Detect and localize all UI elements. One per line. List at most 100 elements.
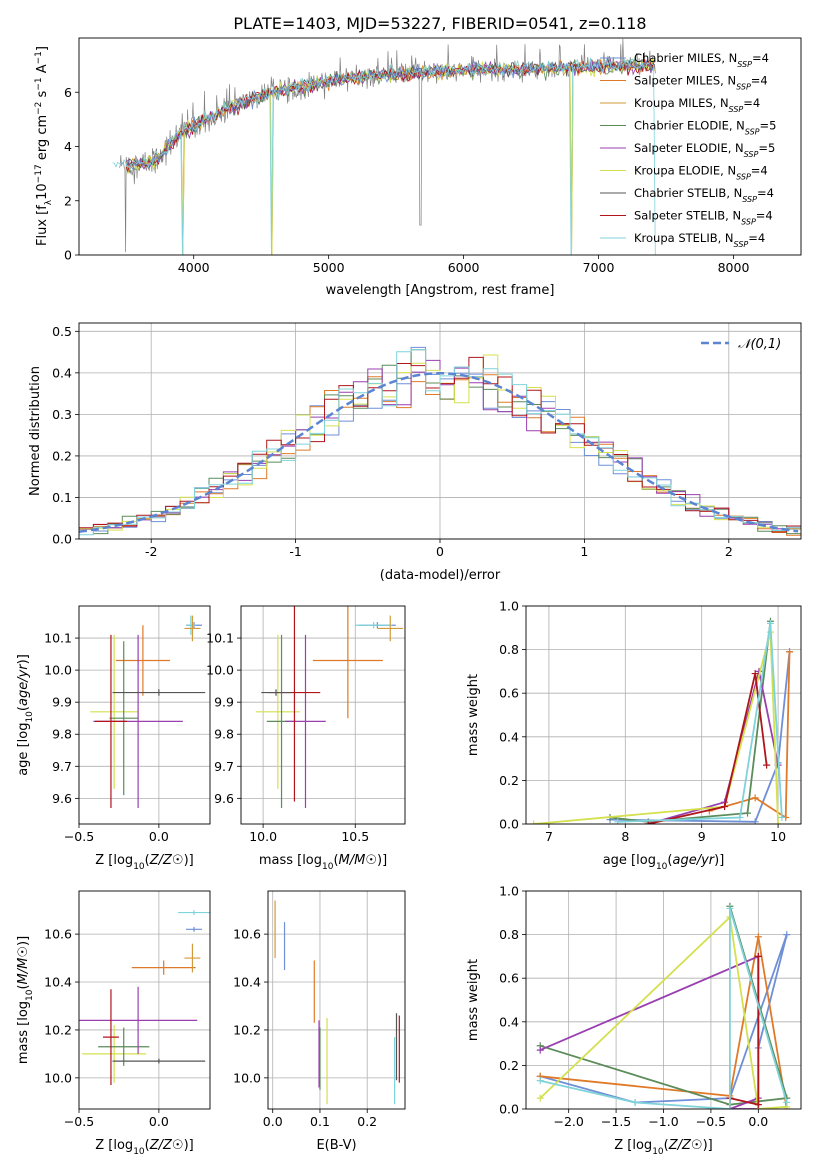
y-tick-label: 9.7 bbox=[214, 759, 234, 774]
x-tick-label: 10 bbox=[770, 829, 786, 844]
mass-weight-point bbox=[778, 813, 786, 821]
mass-weight-point bbox=[736, 813, 744, 821]
legend-entry: Chabrier STELIB, NSSP=4 bbox=[634, 186, 774, 204]
x-tick-label: −2.0 bbox=[553, 1114, 583, 1129]
x-tick-label: 6000 bbox=[448, 260, 480, 275]
x-axis-label: mass [log10(M/M☉)] bbox=[259, 853, 387, 872]
x-tick-label: 0.0 bbox=[748, 1114, 768, 1129]
mass-weight-point bbox=[536, 1094, 544, 1102]
legend-entry: Salpeter ELODIE, NSSP=5 bbox=[634, 141, 775, 159]
y-tick-label: 0.8 bbox=[499, 642, 519, 657]
residuals-plot-area bbox=[79, 346, 801, 536]
axes-frame bbox=[267, 890, 406, 1110]
mass-weight-point bbox=[754, 952, 762, 960]
x-tick-label: 0.0 bbox=[149, 829, 169, 844]
axes-frame bbox=[78, 605, 211, 825]
axes-frame bbox=[78, 890, 211, 1110]
x-tick-label: 7 bbox=[545, 829, 553, 844]
legend-entry: 𝒩(0,1) bbox=[738, 337, 781, 352]
y-tick-label: 0.8 bbox=[499, 927, 519, 942]
y-tick-label: 10.0 bbox=[44, 1070, 72, 1085]
y-tick-label: 2 bbox=[64, 193, 72, 208]
y-tick-label: 0.2 bbox=[499, 773, 519, 788]
x-tick-label: 1 bbox=[580, 544, 588, 559]
y-tick-label: 9.6 bbox=[52, 791, 72, 806]
x-tick-label: 7000 bbox=[583, 260, 615, 275]
y-axis-label: mass weight bbox=[466, 674, 481, 756]
mass-weight-point bbox=[754, 933, 762, 941]
spectrum-model-5 bbox=[125, 58, 655, 255]
x-tick-label: -2 bbox=[145, 544, 157, 559]
mass-weight-point bbox=[783, 1098, 791, 1106]
mass-weight-series-3 bbox=[609, 621, 772, 823]
y-tick-label: 10.0 bbox=[206, 663, 234, 678]
legend-entry: Kroupa STELIB, NSSP=4 bbox=[634, 231, 765, 249]
y-tick-label: 0 bbox=[64, 248, 72, 263]
axes-frame bbox=[240, 605, 406, 825]
mass-weight-point bbox=[763, 761, 771, 769]
mass-weight-point bbox=[536, 1046, 544, 1054]
spectrum-model-6 bbox=[126, 59, 655, 170]
y-tick-label: 4 bbox=[64, 139, 72, 154]
x-axis-label: Z [log10(Z/Z☉)] bbox=[95, 1138, 193, 1157]
mass-weight-point bbox=[631, 1098, 639, 1106]
mass-weight-point bbox=[644, 820, 652, 824]
normal-reference-curve bbox=[79, 372, 799, 533]
x-tick-label: 5000 bbox=[313, 260, 345, 275]
y-tick-label: 1.0 bbox=[499, 884, 519, 899]
x-tick-label: 8 bbox=[621, 829, 629, 844]
y-tick-label: 0.2 bbox=[52, 448, 72, 463]
x-tick-label: 0.0 bbox=[149, 1114, 169, 1129]
y-tick-label: 9.8 bbox=[52, 727, 72, 742]
y-axis-label: mass [log10(M/M☉)] bbox=[16, 936, 35, 1064]
spectrum-plot-area bbox=[112, 38, 656, 255]
y-tick-label: 0.0 bbox=[499, 817, 519, 832]
x-tick-label: −1.0 bbox=[648, 1114, 678, 1129]
x-tick-label: −0.5 bbox=[696, 1114, 726, 1129]
y-tick-label: 0.3 bbox=[52, 407, 72, 422]
x-tick-label: 0.0 bbox=[263, 1114, 283, 1129]
y-tick-label: 10.1 bbox=[44, 631, 72, 646]
mass-weight-point bbox=[614, 818, 622, 824]
axes-frame bbox=[78, 37, 802, 256]
figure-title: PLATE=1403, MJD=53227, FIBERID=0541, z=0… bbox=[233, 14, 646, 33]
y-tick-label: 10.0 bbox=[233, 1070, 261, 1085]
y-tick-label: 9.9 bbox=[214, 695, 234, 710]
mass-weight-series-5 bbox=[539, 915, 787, 1109]
mass-weight-point bbox=[751, 670, 759, 678]
x-axis-label: wavelength [Angstrom, rest frame] bbox=[326, 283, 555, 298]
age_vs_Z-panel: −0.5 0.0 9.6 9.7 9.8 9.9 10.0 10.1 Z [log10(Z/Z☉… bbox=[16, 605, 211, 872]
mass_vs_Z-panel: −0.5 0.0 10.0 10.2 10.4 10.6 Z [log10(Z/Z☉)] ma… bbox=[16, 890, 211, 1157]
age_vs_mass-panel: 10.0 10.5 9.6 9.7 9.8 9.9 10.0 10.1 mass [log10(… bbox=[206, 605, 406, 872]
mass-weight-point bbox=[726, 1105, 734, 1109]
y-tick-label: 0.6 bbox=[499, 971, 519, 986]
x-tick-label: 0.1 bbox=[310, 1114, 330, 1129]
y-tick-label: 9.9 bbox=[52, 695, 72, 710]
mass_vs_Z-plot-area bbox=[79, 910, 210, 1086]
mass-weight-point bbox=[721, 803, 729, 811]
spectrum-model-1 bbox=[125, 58, 655, 255]
x-axis-label: age [log10(age/yr)] bbox=[603, 853, 725, 872]
y-tick-label: 10.2 bbox=[233, 1022, 261, 1037]
y-tick-label: 9.7 bbox=[52, 759, 72, 774]
mass-weight-point bbox=[530, 820, 538, 824]
y-tick-label: 9.6 bbox=[214, 791, 234, 806]
y-tick-label: 9.8 bbox=[214, 727, 234, 742]
mass-weight-point bbox=[786, 648, 794, 656]
mass-weight-point bbox=[754, 1101, 762, 1109]
x-tick-label: −1.5 bbox=[601, 1114, 631, 1129]
age_vs_mass-plot-area bbox=[255, 606, 404, 808]
x-axis-label: Z [log10(Z/Z☉)] bbox=[614, 1138, 712, 1157]
mass-weight-point bbox=[751, 818, 759, 824]
mass-weight-point bbox=[744, 809, 752, 817]
x-tick-label: 0 bbox=[436, 544, 444, 559]
mass-weight-series-0 bbox=[609, 651, 791, 823]
y-axis-label: mass weight bbox=[466, 959, 481, 1041]
massweight_vs_age-panel: 7 8 9 10 0.0 0.2 0.4 0.6 0.8 1.0 age [log10(age/yr… bbox=[466, 599, 802, 872]
y-tick-label: 10.4 bbox=[233, 975, 261, 990]
y-tick-label: 1.0 bbox=[499, 599, 519, 614]
y-tick-label: 10.1 bbox=[206, 631, 234, 646]
mass-weight-series-5 bbox=[533, 631, 779, 824]
legend-entry: Chabrier ELODIE, NSSP=5 bbox=[634, 119, 776, 137]
